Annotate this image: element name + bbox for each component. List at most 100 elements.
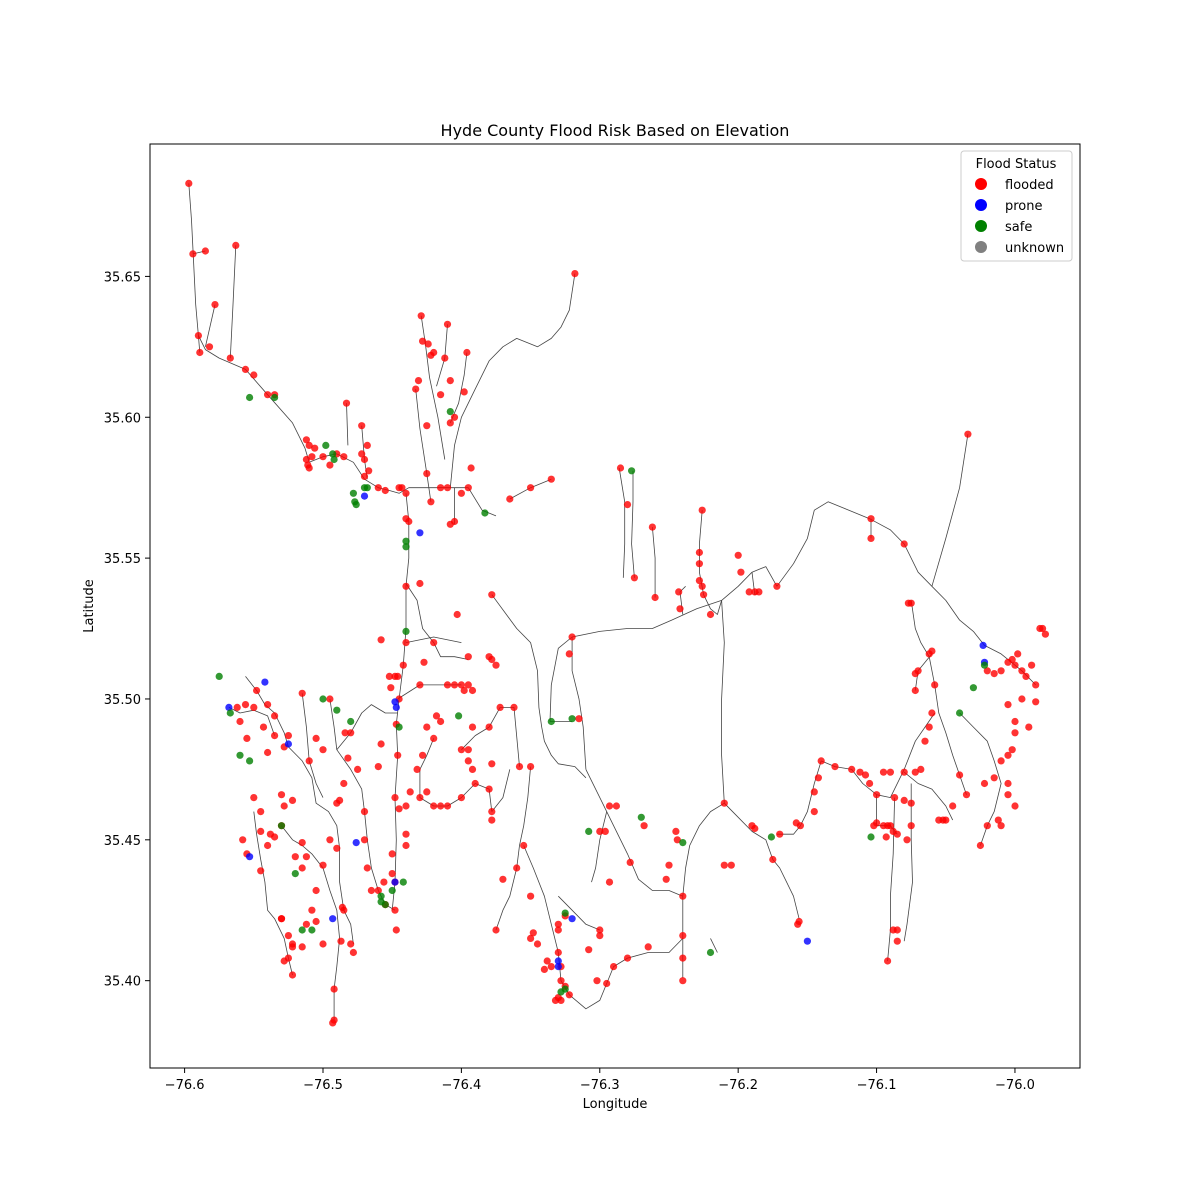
point-safe bbox=[298, 926, 306, 934]
point-flooded bbox=[917, 765, 925, 774]
point-flooded bbox=[385, 672, 393, 681]
point-flooded bbox=[990, 774, 998, 782]
point-prone bbox=[261, 678, 269, 686]
road-segment bbox=[903, 783, 913, 942]
point-prone bbox=[979, 641, 987, 650]
point-flooded bbox=[554, 948, 562, 957]
axes-frame bbox=[149, 143, 1081, 1069]
road-segment bbox=[281, 825, 340, 939]
point-flooded bbox=[288, 796, 297, 805]
legend: Flood Status flooded prone safe unknown bbox=[960, 150, 1073, 262]
point-safe bbox=[481, 509, 489, 517]
point-flooded bbox=[333, 799, 341, 807]
point-flooded bbox=[194, 332, 202, 340]
road-segment bbox=[420, 315, 446, 460]
road-segment bbox=[910, 600, 967, 795]
point-flooded bbox=[997, 667, 1005, 675]
point-flooded bbox=[259, 723, 268, 731]
point-flooded bbox=[420, 658, 428, 666]
point-flooded bbox=[460, 686, 468, 695]
point-flooded bbox=[891, 794, 899, 802]
point-flooded bbox=[241, 365, 250, 373]
point-flooded bbox=[430, 734, 438, 743]
point-flooded bbox=[305, 757, 313, 765]
road-segment bbox=[887, 797, 895, 962]
y-tick-label: 35.45 bbox=[104, 834, 141, 849]
point-flooded bbox=[398, 484, 406, 492]
chart-title: Hyde County Flood Risk Based on Elevatio… bbox=[441, 121, 790, 140]
point-flooded bbox=[280, 802, 288, 810]
point-flooded bbox=[419, 751, 427, 759]
point-safe bbox=[561, 909, 569, 917]
point-flooded bbox=[1025, 723, 1033, 731]
point-flooded bbox=[457, 794, 465, 802]
point-flooded bbox=[423, 788, 431, 796]
point-flooded bbox=[189, 250, 197, 258]
point-prone bbox=[568, 915, 576, 923]
point-flooded bbox=[792, 819, 800, 827]
road-segment bbox=[333, 938, 340, 1021]
point-flooded bbox=[298, 864, 306, 872]
x-tick-label: −76.6 bbox=[165, 1078, 205, 1093]
point-flooded bbox=[601, 827, 609, 836]
point-flooded bbox=[460, 388, 468, 396]
point-flooded bbox=[1004, 791, 1012, 799]
point-flooded bbox=[616, 464, 625, 472]
point-flooded bbox=[994, 816, 1002, 824]
road-segment bbox=[710, 938, 718, 953]
point-flooded bbox=[402, 841, 410, 850]
point-flooded bbox=[679, 932, 687, 940]
legend-marker-unknown bbox=[975, 241, 987, 253]
point-flooded bbox=[911, 768, 919, 776]
point-flooded bbox=[437, 802, 445, 810]
point-flooded bbox=[312, 886, 320, 895]
point-prone bbox=[352, 839, 360, 847]
point-flooded bbox=[515, 763, 524, 771]
point-flooded bbox=[565, 650, 573, 658]
point-flooded bbox=[529, 929, 537, 937]
point-flooded bbox=[527, 934, 535, 943]
point-flooded bbox=[831, 763, 839, 771]
point-flooded bbox=[416, 681, 424, 689]
point-flooded bbox=[298, 839, 306, 847]
point-flooded bbox=[298, 689, 306, 697]
point-flooded bbox=[363, 441, 371, 449]
point-flooded bbox=[640, 822, 648, 830]
point-prone bbox=[392, 703, 400, 712]
point-flooded bbox=[233, 703, 241, 712]
point-flooded bbox=[554, 920, 562, 928]
legend-label-safe: safe bbox=[1005, 220, 1032, 235]
point-flooded bbox=[935, 816, 943, 824]
point-flooded bbox=[423, 470, 431, 478]
point-flooded bbox=[457, 681, 465, 689]
road-segment bbox=[558, 895, 600, 931]
point-safe bbox=[277, 822, 286, 830]
point-flooded bbox=[543, 957, 551, 965]
point-flooded bbox=[419, 337, 427, 345]
point-flooded bbox=[288, 943, 297, 951]
legend-label-prone: prone bbox=[1005, 199, 1043, 214]
point-flooded bbox=[1011, 717, 1019, 726]
point-flooded bbox=[533, 940, 542, 948]
point-flooded bbox=[492, 661, 500, 669]
point-flooded bbox=[319, 746, 327, 754]
road-network bbox=[188, 183, 1036, 1021]
point-flooded bbox=[911, 686, 919, 695]
point-flooded bbox=[232, 241, 240, 249]
point-flooded bbox=[457, 489, 465, 497]
legend-marker-safe bbox=[975, 220, 987, 232]
point-flooded bbox=[377, 636, 385, 644]
point-flooded bbox=[513, 864, 521, 872]
point-flooded bbox=[417, 312, 425, 320]
x-axis-label: Longitude bbox=[583, 1097, 648, 1112]
road-segment bbox=[591, 811, 608, 883]
point-flooded bbox=[886, 768, 895, 776]
point-flooded bbox=[437, 717, 445, 726]
point-flooded bbox=[463, 348, 471, 357]
point-flooded bbox=[706, 610, 715, 619]
x-tick-label: −76.0 bbox=[995, 1078, 1035, 1093]
point-flooded bbox=[311, 444, 319, 452]
point-flooded bbox=[264, 841, 272, 850]
point-safe bbox=[455, 712, 463, 720]
point-flooded bbox=[423, 422, 431, 430]
